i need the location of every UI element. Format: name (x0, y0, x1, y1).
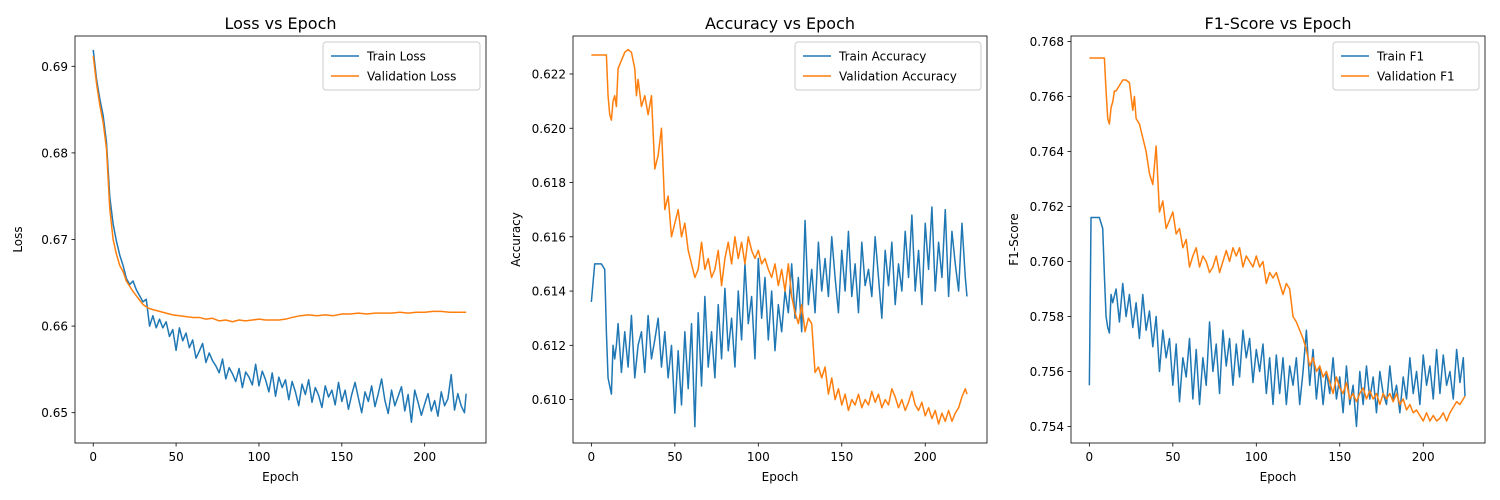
legend-box (1332, 41, 1480, 91)
series-line-train (590, 206, 968, 428)
x-tick-label: 200 (914, 450, 937, 464)
x-tick-label: 100 (248, 450, 271, 464)
y-tick-label: 0.622 (532, 67, 566, 81)
y-tick-label: 0.764 (1030, 145, 1064, 159)
x-tick-label: 200 (413, 450, 436, 464)
x-axis-label: Epoch (262, 470, 299, 484)
y-tick-label: 0.69 (41, 60, 68, 74)
series-line-validation (1089, 57, 1466, 422)
legend-entry: Train Accuracy (838, 50, 926, 64)
x-axis-label: Epoch (762, 470, 799, 484)
y-tick-label: 0.758 (1030, 310, 1064, 324)
y-tick-label: 0.762 (1030, 200, 1064, 214)
series-line-validation (92, 55, 467, 323)
x-tick-label: 0 (89, 450, 97, 464)
x-tick-label: 50 (667, 450, 682, 464)
legend-box (794, 41, 982, 91)
x-tick-label: 150 (330, 450, 353, 464)
chart-title: F1-Score vs Epoch (1205, 14, 1352, 33)
y-tick-label: 0.618 (532, 176, 566, 190)
x-tick-label: 150 (830, 450, 853, 464)
chart-title: Loss vs Epoch (224, 14, 336, 33)
legend-entry: Train Loss (366, 50, 426, 64)
x-tick-label: 50 (1165, 450, 1180, 464)
chart-title: Accuracy vs Epoch (705, 14, 855, 33)
plot-frame (1070, 35, 1486, 444)
x-tick-label: 0 (1086, 450, 1094, 464)
x-tick-label: 100 (747, 450, 770, 464)
y-tick-label: 0.766 (1030, 90, 1064, 104)
x-tick-label: 150 (1328, 450, 1351, 464)
x-tick-label: 200 (1412, 450, 1435, 464)
legend: Train Accuracy Validation Accuracy (794, 41, 982, 91)
y-tick-label: 0.754 (1030, 420, 1064, 434)
y-axis-label: Loss (11, 226, 25, 252)
chart-panel-3: 0 50 100 150 200 0.754 0.756 0.758 0.760 0.762 0.7… (1007, 14, 1486, 484)
legend-entry: Validation Accuracy (839, 70, 957, 84)
y-tick-label: 0.614 (532, 285, 566, 299)
chart-panel-2: 0 50 100 150 200 0.610 0.612 0.614 0.616 0.618 0.6… (509, 14, 988, 484)
x-tick-label: 100 (1245, 450, 1268, 464)
series-line-train (1088, 216, 1466, 428)
y-tick-label: 0.610 (532, 393, 566, 407)
chart-panel-1: 0 50 100 150 200 0.65 0.66 0.67 0.68 0.69 Loss vs … (11, 14, 487, 484)
y-tick-label: 0.756 (1030, 365, 1064, 379)
y-tick-label: 0.616 (532, 230, 566, 244)
y-axis-label: Accuracy (509, 212, 523, 267)
y-tick-label: 0.68 (41, 146, 68, 160)
x-tick-label: 0 (588, 450, 596, 464)
y-axis-label: F1-Score (1007, 213, 1021, 265)
y-tick-label: 0.67 (41, 233, 68, 247)
legend-entry: Validation F1 (1377, 70, 1455, 84)
legend-entry: Train F1 (1376, 50, 1424, 64)
y-tick-label: 0.760 (1030, 255, 1064, 269)
legend-entry: Validation Loss (367, 70, 456, 84)
series-line-validation (591, 48, 968, 425)
y-tick-label: 0.65 (41, 406, 68, 420)
x-tick-label: 50 (168, 450, 183, 464)
y-tick-label: 0.768 (1030, 35, 1064, 49)
plot-frame (572, 35, 988, 444)
legend: Train F1 Validation F1 (1332, 41, 1480, 91)
legend-box (322, 41, 481, 91)
x-axis-label: Epoch (1260, 470, 1297, 484)
series-line-train (92, 49, 467, 423)
y-tick-label: 0.620 (532, 122, 566, 136)
y-tick-label: 0.612 (532, 339, 566, 353)
legend: Train Loss Validation Loss (322, 41, 481, 91)
y-tick-label: 0.66 (41, 320, 68, 334)
